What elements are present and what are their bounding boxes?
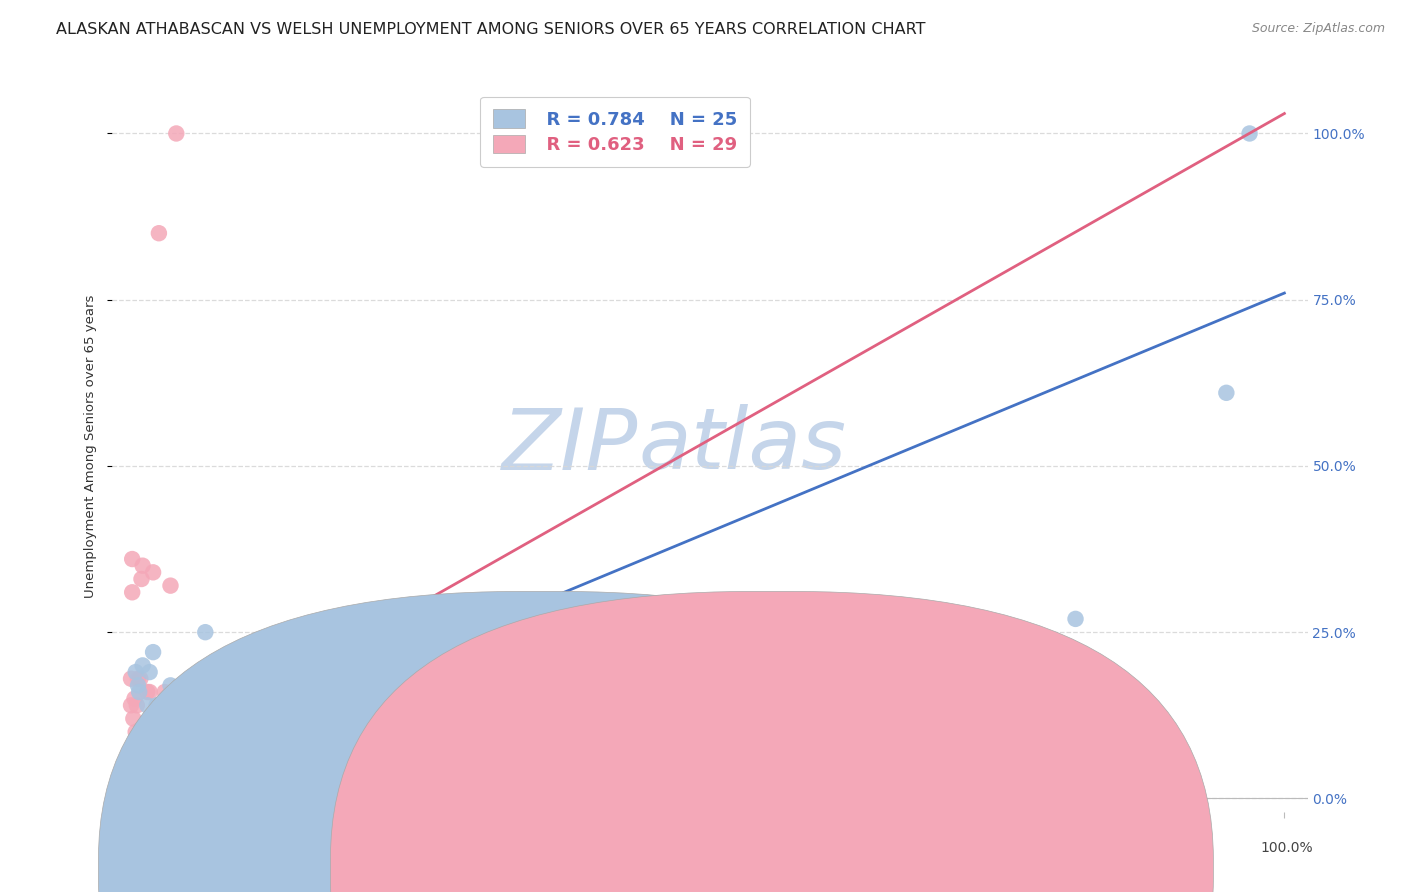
Point — [124, 691, 146, 706]
Point — [218, 652, 240, 666]
Point — [118, 789, 141, 804]
Point — [600, 731, 623, 746]
Point — [131, 572, 153, 586]
Point — [134, 738, 156, 752]
Point — [118, 788, 141, 802]
Point — [172, 712, 194, 726]
Point — [138, 685, 160, 699]
Point — [136, 698, 159, 713]
Text: 0.0%: 0.0% — [107, 841, 142, 855]
Point — [576, 738, 599, 752]
Point — [145, 698, 167, 713]
Point — [276, 725, 298, 739]
Text: 100.0%: 100.0% — [1261, 841, 1313, 855]
Point — [165, 127, 187, 141]
Point — [127, 678, 149, 692]
Point — [118, 788, 141, 802]
Point — [124, 785, 146, 799]
Point — [131, 558, 153, 573]
Point — [115, 790, 138, 805]
Point — [128, 685, 150, 699]
Point — [240, 731, 263, 746]
Point — [134, 725, 156, 739]
Point — [117, 789, 139, 804]
Text: atlas: atlas — [638, 404, 846, 488]
Point — [120, 788, 142, 802]
Legend:   R = 0.784    N = 25,   R = 0.623    N = 29: R = 0.784 N = 25, R = 0.623 N = 29 — [479, 96, 749, 167]
Point — [118, 789, 141, 803]
Point — [159, 579, 181, 593]
Point — [127, 672, 149, 686]
Point — [194, 625, 217, 640]
Point — [1215, 385, 1237, 400]
Point — [121, 787, 143, 801]
Y-axis label: Unemployment Among Seniors over 65 years: Unemployment Among Seniors over 65 years — [83, 294, 97, 598]
Point — [122, 786, 145, 800]
Text: Source: ZipAtlas.com: Source: ZipAtlas.com — [1251, 22, 1385, 36]
Point — [117, 789, 139, 804]
Point — [117, 790, 139, 805]
Point — [125, 665, 148, 679]
Point — [1064, 612, 1087, 626]
Text: Welsh: Welsh — [799, 862, 839, 876]
Point — [159, 678, 181, 692]
Point — [114, 790, 136, 805]
Point — [117, 789, 139, 804]
Point — [138, 665, 160, 679]
Point — [120, 698, 142, 713]
Point — [129, 672, 152, 686]
Point — [131, 658, 153, 673]
Point — [120, 672, 142, 686]
Point — [115, 790, 138, 805]
Point — [142, 566, 165, 580]
Point — [115, 790, 138, 805]
Point — [131, 725, 153, 739]
Point — [121, 585, 143, 599]
Text: ZIP: ZIP — [502, 404, 638, 488]
Point — [122, 712, 145, 726]
Point — [153, 685, 176, 699]
Point — [118, 788, 141, 802]
Point — [122, 788, 145, 802]
Text: Alaskan Athabascans: Alaskan Athabascans — [567, 862, 714, 876]
Text: ALASKAN ATHABASCAN VS WELSH UNEMPLOYMENT AMONG SENIORS OVER 65 YEARS CORRELATION: ALASKAN ATHABASCAN VS WELSH UNEMPLOYMENT… — [56, 22, 925, 37]
Point — [114, 790, 136, 805]
Point — [136, 685, 159, 699]
Point — [125, 698, 148, 713]
Point — [1239, 127, 1261, 141]
Point — [118, 789, 141, 803]
Point — [148, 698, 170, 713]
Point — [124, 786, 146, 800]
Point — [148, 226, 170, 240]
Point — [142, 645, 165, 659]
Point — [125, 725, 148, 739]
Point — [121, 552, 143, 566]
Point — [118, 789, 141, 803]
Point — [118, 789, 141, 803]
Point — [120, 788, 142, 802]
